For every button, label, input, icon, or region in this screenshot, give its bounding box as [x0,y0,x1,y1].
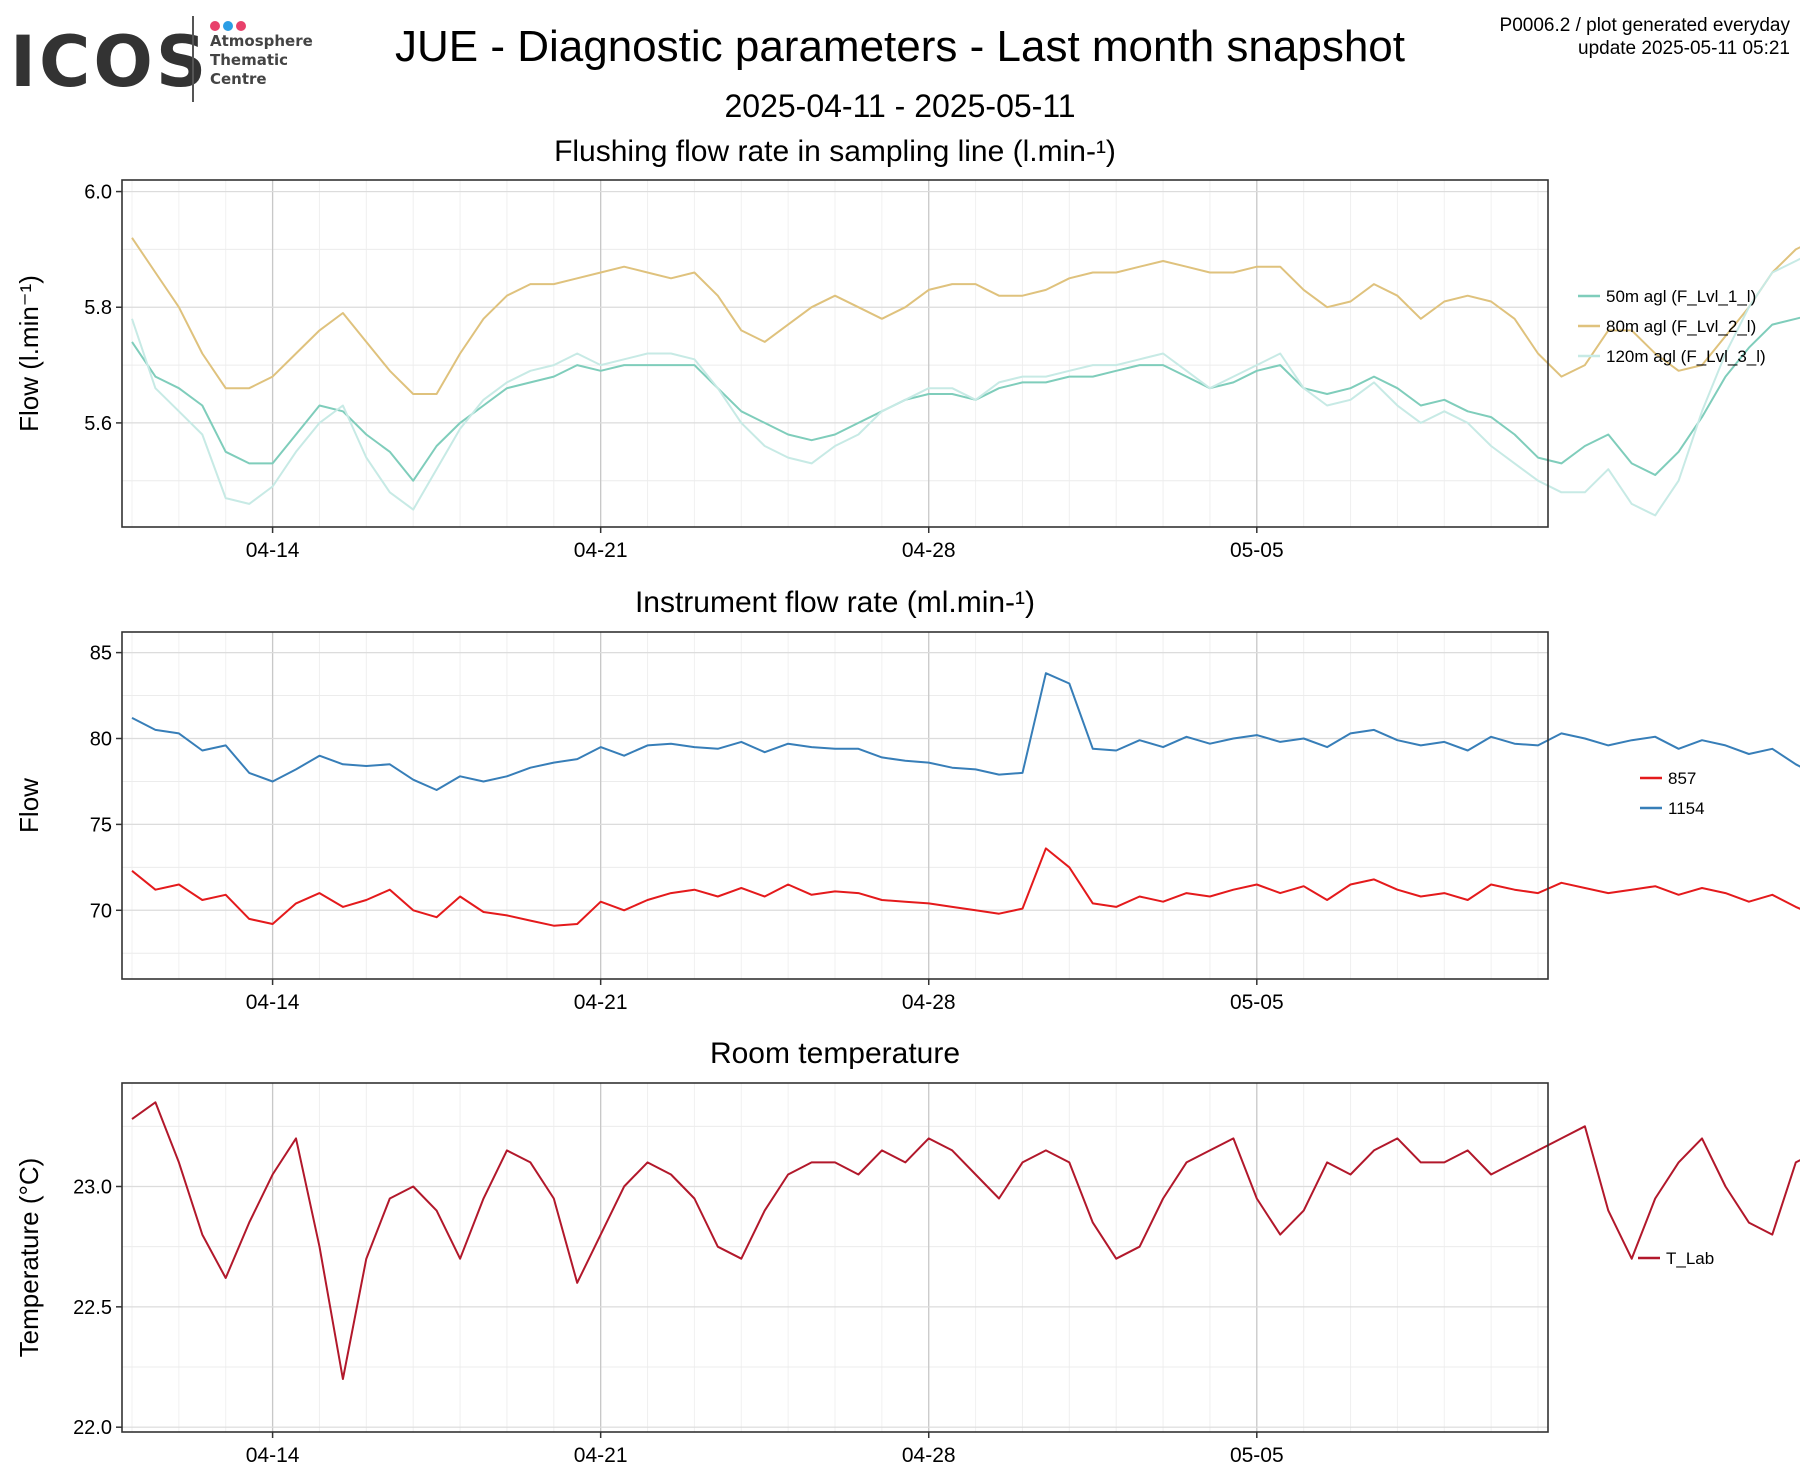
y-axis-label: Temperature (°C) [14,1158,44,1358]
logo-dot-3 [236,21,246,31]
plot-frame [121,1082,1549,1433]
y-tick-label: 22.0 [73,1417,112,1439]
legend-item: 120m agl (F_Lvl_3_l) [1578,347,1766,366]
y-tick-label: 85 [90,643,112,665]
series-line-T_Lab [131,1101,1800,1380]
logo-dot-2 [223,21,233,31]
plot-frame [121,631,1549,980]
y-tick-label: 5.8 [84,297,112,319]
update-timestamp: update 2025-05-11 05:21 [1578,38,1790,59]
logo-line-2: Thematic [210,51,289,69]
y-axis-label: Flow (l.min⁻¹) [14,275,44,432]
legend-item: T_Lab [1638,1249,1714,1268]
legend-label: 50m agl (F_Lvl_1_l) [1606,287,1756,306]
series-line-857 [131,847,1800,927]
y-tick-label: 23.0 [73,1176,112,1198]
y-tick-label: 6.0 [84,182,112,204]
chart-panel-2: Instrument flow rate (ml.min-¹) 70 75 80 85 0… [14,586,1800,1014]
series-line-50m [131,316,1800,482]
legend-label: 120m agl (F_Lvl_3_l) [1606,347,1766,366]
legend-label: 857 [1668,769,1696,788]
logo-line-1: Atmosphere [210,32,313,50]
chart-panel-1: Flushing flow rate in sampling line (l.m… [14,135,1800,562]
legend-item: 857 [1640,769,1696,788]
y-tick-label: 22.5 [73,1297,112,1319]
logo-dot-1 [210,21,220,31]
logo-divider [192,16,194,102]
plot-frame [121,179,1549,528]
x-tick-label: 05-05 [1230,991,1284,1014]
date-range: 2025-04-11 - 2025-05-11 [724,88,1076,124]
chart-title: Instrument flow rate (ml.min-¹) [635,586,1035,619]
logo-line-3: Centre [210,70,267,88]
icos-logo: ICOS Atmosphere Thematic Centre [10,16,340,108]
logo-dots [210,18,249,36]
series-line-120m [131,257,1800,517]
series-line-1154 [131,672,1800,791]
x-tick-label: 04-28 [902,991,956,1014]
x-tick-label: 04-14 [246,539,300,562]
logo-wordmark: ICOS [10,21,210,103]
x-tick-label: 05-05 [1230,1444,1284,1467]
legend-label: 80m agl (F_Lvl_2_l) [1606,317,1756,336]
x-tick-label: 04-28 [902,1444,956,1467]
legend-label: T_Lab [1666,1249,1714,1268]
chart-title: Flushing flow rate in sampling line (l.m… [554,135,1116,168]
logo-subtitle: Atmosphere Thematic Centre [210,32,313,89]
x-tick-label: 04-14 [246,1444,300,1467]
y-tick-label: 80 [90,729,112,751]
legend-item: 1154 [1640,799,1705,818]
generation-info: P0006.2 / plot generated everyday update… [1500,14,1790,60]
x-tick-label: 04-21 [574,1444,628,1467]
x-tick-label: 04-28 [902,539,956,562]
x-tick-label: 04-21 [574,539,628,562]
y-tick-label: 5.6 [84,413,112,435]
legend-item: 50m agl (F_Lvl_1_l) [1578,287,1756,306]
chart-title: Room temperature [710,1037,960,1070]
y-tick-label: 75 [90,814,112,836]
y-axis-label: Flow [14,778,44,833]
plot-id-text: P0006.2 / plot generated everyday [1499,15,1790,36]
chart-panel-3: Room temperature 22.0 22.5 23.0 04-14 04-21 04… [14,1037,1800,1467]
legend-label: 1154 [1668,799,1705,818]
x-tick-label: 04-14 [246,991,300,1014]
x-tick-label: 04-21 [574,991,628,1014]
series-line-80m [131,237,1800,395]
y-tick-label: 70 [90,900,112,922]
legend-item: 80m agl (F_Lvl_2_l) [1578,317,1756,336]
page-title: JUE - Diagnostic parameters - Last month… [394,22,1405,71]
x-tick-label: 05-05 [1230,539,1284,562]
